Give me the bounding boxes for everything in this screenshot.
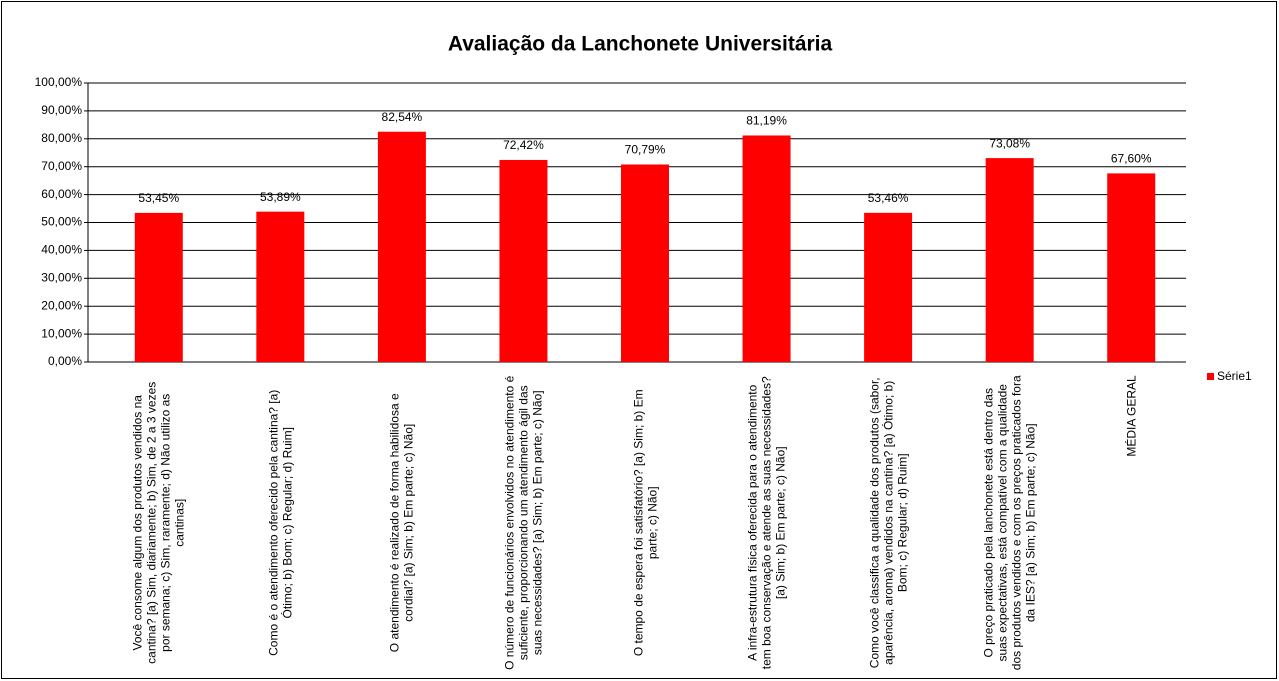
x-tick-label: O preço praticado pela lanchonete está d… xyxy=(981,375,1038,670)
y-tick-label: 100,00% xyxy=(35,75,83,89)
x-tick-label: Como é o atendimento oferecido pela cant… xyxy=(266,389,295,656)
data-label: 82,54% xyxy=(382,110,423,124)
y-tick-label: 50,00% xyxy=(41,215,82,229)
data-label: 72,42% xyxy=(503,138,544,152)
x-tick-label: O atendimento é realizado de forma habil… xyxy=(387,393,416,652)
x-tick-label: MÉDIA GERAL xyxy=(1124,374,1139,457)
bar xyxy=(621,164,669,362)
data-label: 81,19% xyxy=(746,114,787,128)
bar xyxy=(742,135,791,362)
bar xyxy=(134,212,183,362)
bar xyxy=(864,212,913,362)
x-tick-label: O número de funcionários envolvidos no a… xyxy=(502,375,545,670)
data-label: 67,60% xyxy=(1111,152,1152,166)
x-tick-label-box: Como é o atendimento oferecido pela cant… xyxy=(223,375,339,670)
bar xyxy=(256,211,305,362)
x-tick-label: Você consome algum dos produtos vendidos… xyxy=(130,381,187,664)
x-tick-label-box: MÉDIA GERAL xyxy=(1073,375,1189,670)
y-tick-label: 80,00% xyxy=(41,131,82,145)
y-tick-label: 70,00% xyxy=(41,159,82,173)
bar xyxy=(499,159,548,362)
x-tick-label-box: O preço praticado pela lanchonete está d… xyxy=(952,375,1068,670)
x-tick-label-box: O atendimento é realizado de forma habil… xyxy=(344,375,460,670)
x-tick-label-box: A infra-estrutura física oferecida para … xyxy=(709,375,825,670)
bar xyxy=(1107,173,1156,362)
chart-title: Avaliação da Lanchonete Universitária xyxy=(448,33,833,56)
y-tick-label: 30,00% xyxy=(41,270,82,284)
data-label: 53,89% xyxy=(260,190,301,204)
data-label: 70,79% xyxy=(625,143,666,157)
data-label: 73,08% xyxy=(989,136,1030,150)
bar xyxy=(377,131,426,362)
x-tick-label: Como você classifica a qualidade dos pro… xyxy=(867,377,910,668)
x-tick-label: O tempo de espera foi satisfatório? [a) … xyxy=(630,389,659,656)
y-tick-label: 90,00% xyxy=(41,103,82,117)
bar xyxy=(985,158,1034,362)
x-tick-label-box: O tempo de espera foi satisfatório? [a) … xyxy=(587,375,703,670)
x-tick-label-box: Como você classifica a qualidade dos pro… xyxy=(830,375,946,670)
y-tick-label: 60,00% xyxy=(41,187,82,201)
y-tick-label: 0,00% xyxy=(48,354,82,368)
x-tick-label-box: O número de funcionários envolvidos no a… xyxy=(466,375,582,670)
legend-swatch xyxy=(1207,373,1214,380)
legend-label: Série1 xyxy=(1217,369,1252,383)
x-tick-label-box: Você consome algum dos produtos vendidos… xyxy=(101,375,217,670)
data-label: 53,45% xyxy=(138,191,179,205)
data-label: 53,46% xyxy=(868,191,909,205)
y-tick-label: 40,00% xyxy=(41,243,82,257)
y-tick-label: 20,00% xyxy=(41,298,82,312)
x-tick-label: A infra-estrutura física oferecida para … xyxy=(745,376,788,669)
y-tick-label: 10,00% xyxy=(41,326,82,340)
